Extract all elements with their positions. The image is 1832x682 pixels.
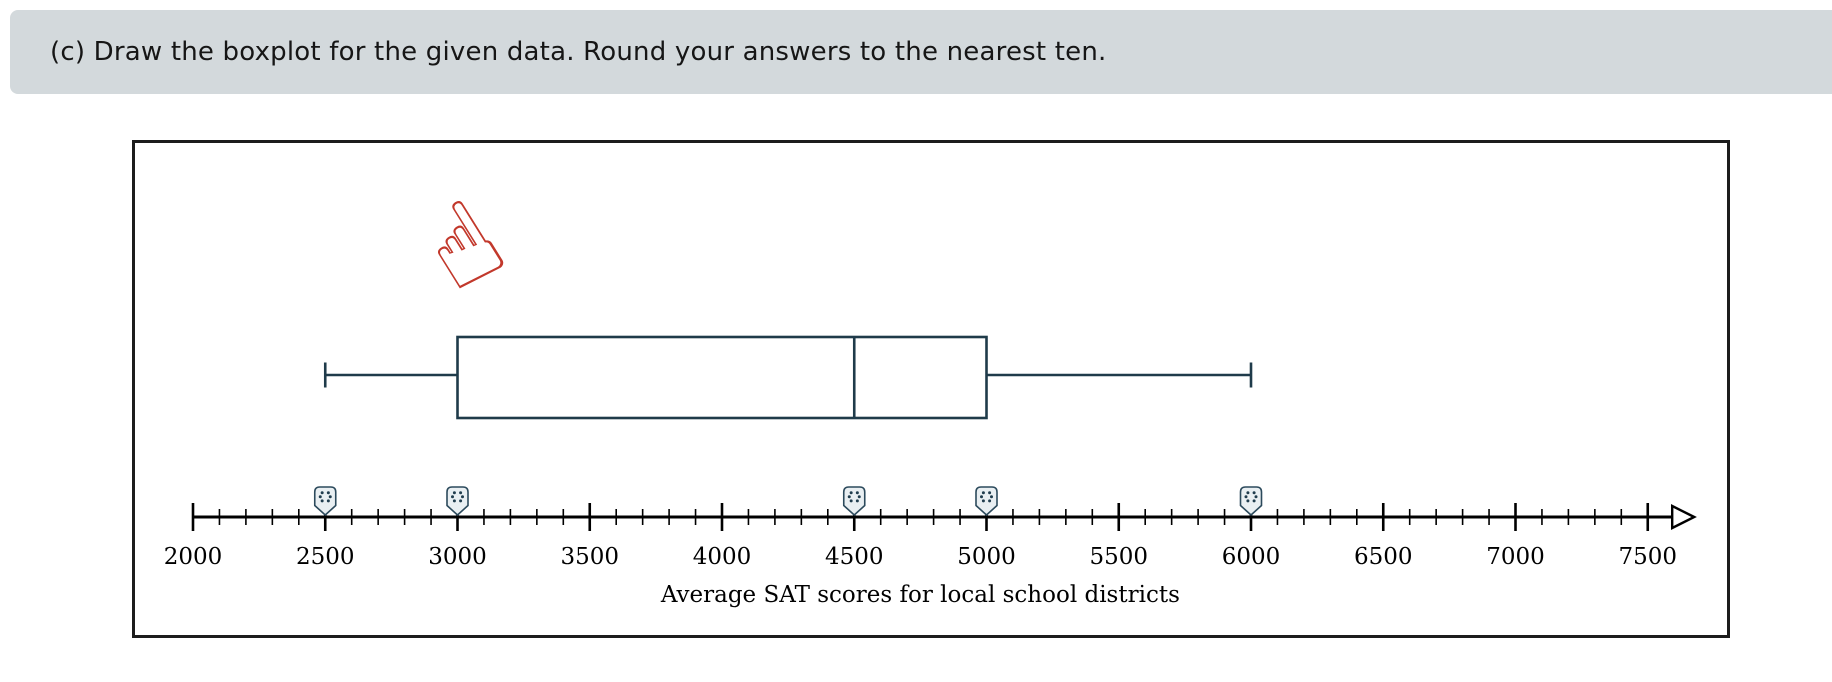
boxplot-widget-frame[interactable]: 2000 2500 3000 3500 4000 4500 5000 5500 6000 6500…: [132, 140, 1730, 638]
tick-label-7000: 7000: [1486, 544, 1545, 570]
grip-dot: [326, 499, 330, 503]
drag-handle-6000[interactable]: [1239, 486, 1263, 516]
handle-shape: [1239, 486, 1263, 516]
grip-dot: [988, 499, 992, 503]
grip-dot: [847, 495, 851, 499]
grip-dot: [461, 495, 464, 499]
tick-label-5500: 5500: [1089, 544, 1148, 570]
grip-dot: [328, 495, 332, 499]
tick-label-3500: 3500: [560, 544, 619, 570]
tick-label-5000: 5000: [957, 544, 1016, 570]
grip-dot: [1254, 495, 1258, 499]
question-header: (c) Draw the boxplot for the given data.…: [10, 10, 1832, 94]
handle-shape: [313, 486, 337, 516]
grip-dot: [452, 499, 456, 503]
grip-dot: [980, 495, 983, 499]
grip-dot: [452, 491, 456, 495]
grip-dot: [855, 499, 859, 503]
grip-dot: [981, 499, 985, 503]
grip-dot: [990, 495, 993, 499]
tick-label-6500: 6500: [1354, 544, 1413, 570]
tick-label-7500: 7500: [1618, 544, 1677, 570]
axis-title: Average SAT scores for local school dist…: [660, 582, 1180, 608]
grip-dot: [988, 491, 992, 495]
grip-dot: [1252, 499, 1256, 503]
axis-arrow-icon: [1671, 504, 1697, 530]
tick-label-4000: 4000: [693, 544, 752, 570]
grip-dot: [857, 495, 861, 499]
drag-handle-3000[interactable]: [446, 486, 469, 516]
drag-handle-4500[interactable]: [842, 486, 866, 516]
tick-label-3000: 3000: [428, 544, 487, 570]
grip-dot: [320, 491, 324, 495]
grip-dot: [459, 491, 463, 495]
grip-dot: [849, 499, 853, 503]
tick-label-6000: 6000: [1222, 544, 1281, 570]
tick-label-2500: 2500: [296, 544, 355, 570]
grip-dot: [451, 495, 454, 499]
handle-shape: [842, 486, 866, 516]
grip-dot: [855, 491, 859, 495]
tick-label-4500: 4500: [825, 544, 884, 570]
handle-shape: [446, 486, 469, 516]
handle-shape: [975, 486, 998, 516]
tick-label-2000: 2000: [164, 544, 223, 570]
drag-handle-2500[interactable]: [313, 486, 337, 516]
grip-dot: [320, 499, 324, 503]
grip-dot: [1244, 495, 1248, 499]
grip-dot: [318, 495, 322, 499]
question-prompt: (c) Draw the boxplot for the given data.…: [50, 37, 1107, 67]
grip-dot: [459, 499, 463, 503]
boxplot-canvas[interactable]: 2000 2500 3000 3500 4000 4500 5000 5500 6000 6500…: [135, 143, 1727, 635]
grip-dot: [981, 491, 985, 495]
grip-dot: [1246, 499, 1250, 503]
grip-dot: [849, 491, 853, 495]
grip-dot: [1246, 491, 1250, 495]
grip-dot: [1252, 491, 1256, 495]
boxplot-box[interactable]: [456, 335, 988, 420]
grip-dot: [326, 491, 330, 495]
drag-handle-5000[interactable]: [975, 486, 998, 516]
